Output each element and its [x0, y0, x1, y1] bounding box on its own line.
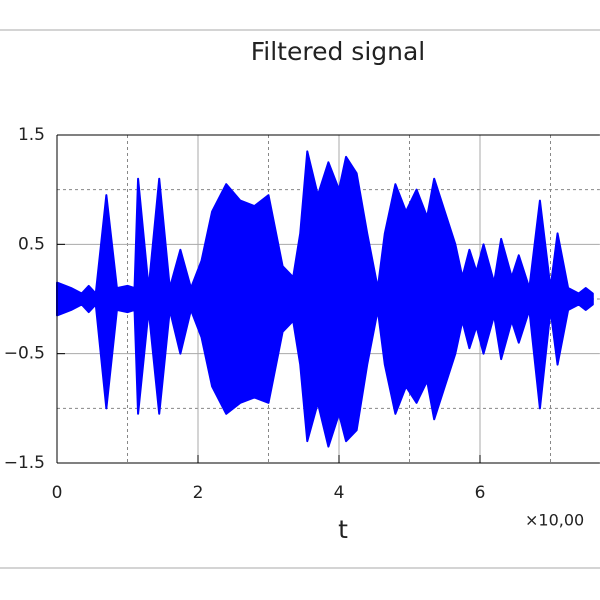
y-tick-label: 1.5 [18, 125, 45, 145]
y-tick-label: −1.5 [4, 453, 45, 473]
x-tick-label: 4 [334, 483, 345, 503]
x-tick-label: 0 [52, 483, 63, 503]
x-multiplier: ×10,00 [525, 511, 584, 530]
x-axis-label: t [338, 515, 348, 544]
y-tick-label: 0.5 [18, 234, 45, 254]
x-tick-label: 2 [193, 483, 204, 503]
chart-title: Filtered signal [251, 37, 426, 66]
signal-area [56, 150, 594, 448]
x-tick-label: 6 [475, 483, 486, 503]
y-tick-label: −0.5 [4, 344, 45, 364]
